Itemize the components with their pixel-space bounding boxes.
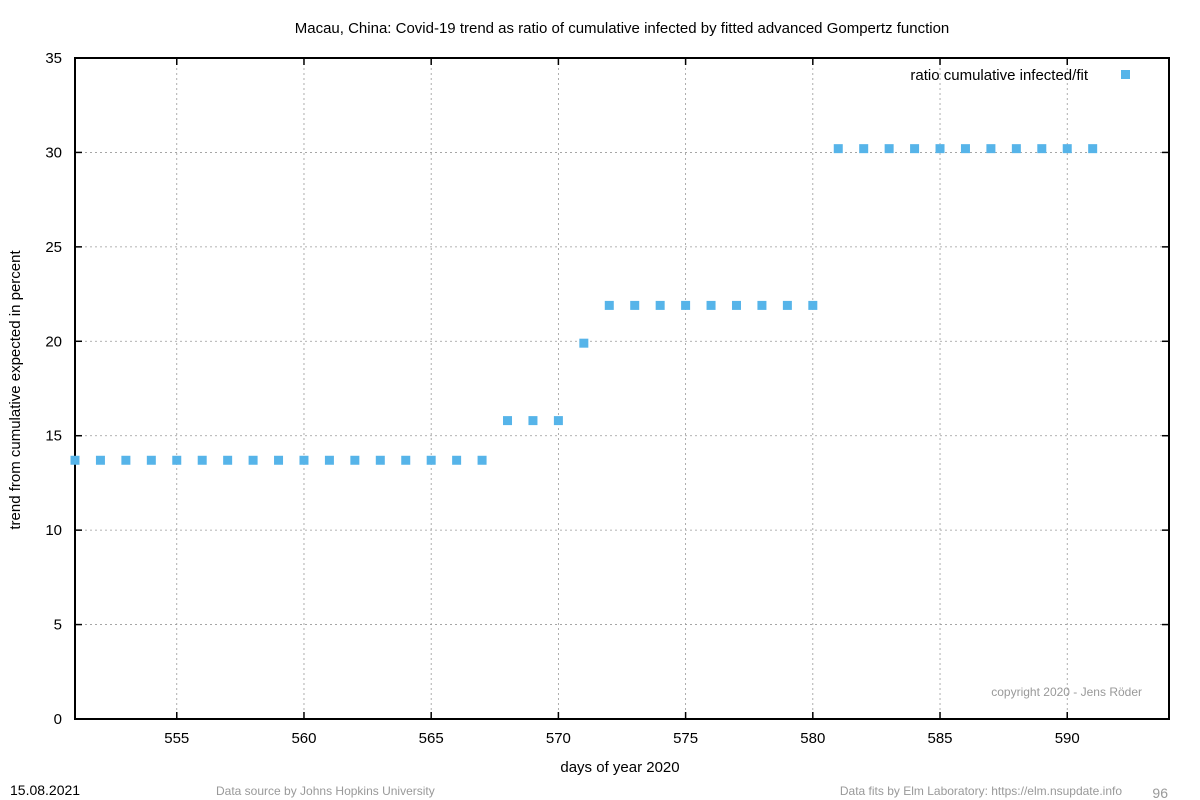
y-tick-label: 5 bbox=[54, 617, 62, 634]
data-point bbox=[681, 300, 691, 310]
x-tick-label: 560 bbox=[291, 730, 316, 747]
data-point bbox=[121, 455, 131, 465]
data-point bbox=[1011, 144, 1021, 154]
data-point bbox=[1037, 144, 1047, 154]
data-point bbox=[960, 144, 970, 154]
data-point bbox=[655, 300, 665, 310]
y-axis-tick-labels: 0 5 10 15 20 25 30 35 bbox=[45, 50, 62, 728]
data-point bbox=[503, 416, 513, 426]
x-tick-label: 570 bbox=[546, 730, 571, 747]
date-stamp: 15.08.2021 bbox=[10, 782, 80, 798]
data-point bbox=[248, 455, 258, 465]
data-point bbox=[630, 300, 640, 310]
data-point bbox=[477, 455, 487, 465]
grid bbox=[75, 58, 1169, 719]
data-point bbox=[757, 300, 767, 310]
data-point bbox=[197, 455, 207, 465]
x-tick-label: 575 bbox=[673, 730, 698, 747]
data-point bbox=[706, 300, 716, 310]
legend-marker bbox=[1121, 70, 1130, 79]
x-axis-tick-labels: 555 560 565 570 575 580 585 590 bbox=[164, 730, 1079, 747]
data-point bbox=[95, 455, 105, 465]
data-point bbox=[1062, 144, 1072, 154]
data-point bbox=[1088, 144, 1098, 154]
data-point bbox=[299, 455, 309, 465]
y-tick-label: 0 bbox=[54, 711, 62, 728]
data-fits-note: Data fits by Elm Laboratory: https://elm… bbox=[840, 784, 1122, 798]
data-point bbox=[859, 144, 869, 154]
data-point bbox=[223, 455, 233, 465]
x-tick-label: 590 bbox=[1055, 730, 1080, 747]
y-axis-label: trend from cumulative expected in percen… bbox=[7, 250, 24, 530]
y-tick-label: 15 bbox=[45, 428, 62, 445]
data-point bbox=[274, 455, 284, 465]
data-point bbox=[808, 300, 818, 310]
chart-title: Macau, China: Covid-19 trend as ratio of… bbox=[295, 20, 950, 37]
data-point bbox=[553, 416, 563, 426]
data-series bbox=[70, 144, 1098, 465]
x-tick-label: 565 bbox=[419, 730, 444, 747]
data-point bbox=[935, 144, 945, 154]
data-point bbox=[172, 455, 182, 465]
y-tick-label: 35 bbox=[45, 50, 62, 67]
data-point bbox=[452, 455, 462, 465]
data-point bbox=[884, 144, 894, 154]
data-point bbox=[833, 144, 843, 154]
legend: ratio cumulative infected/fit bbox=[910, 67, 1130, 84]
data-point bbox=[350, 455, 360, 465]
x-tick-label: 580 bbox=[800, 730, 825, 747]
data-point bbox=[782, 300, 792, 310]
data-point bbox=[579, 338, 589, 348]
data-point bbox=[401, 455, 411, 465]
data-point bbox=[528, 416, 538, 426]
axis-ticks bbox=[75, 57, 1169, 720]
y-tick-label: 30 bbox=[45, 144, 62, 161]
data-point bbox=[986, 144, 996, 154]
data-point bbox=[324, 455, 334, 465]
data-point bbox=[910, 144, 920, 154]
legend-label: ratio cumulative infected/fit bbox=[910, 67, 1088, 84]
data-source-note: Data source by Johns Hopkins University bbox=[216, 784, 435, 798]
page-number: 96 bbox=[1152, 785, 1168, 800]
copyright-note: copyright 2020 - Jens Röder bbox=[991, 685, 1142, 699]
x-tick-label: 585 bbox=[928, 730, 953, 747]
y-tick-label: 10 bbox=[45, 522, 62, 539]
x-tick-label: 555 bbox=[164, 730, 189, 747]
plot-frame bbox=[74, 57, 1170, 720]
y-tick-label: 25 bbox=[45, 239, 62, 256]
data-point bbox=[426, 455, 436, 465]
data-point bbox=[70, 455, 80, 465]
y-tick-label: 20 bbox=[45, 333, 62, 350]
x-axis-label: days of year 2020 bbox=[560, 759, 679, 776]
data-point bbox=[375, 455, 385, 465]
data-point bbox=[731, 300, 741, 310]
data-point bbox=[604, 300, 614, 310]
data-point bbox=[146, 455, 156, 465]
